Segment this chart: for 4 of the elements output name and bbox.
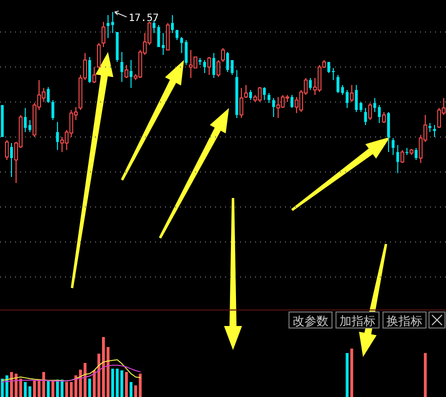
- button: 换指标: [382, 312, 426, 328]
- annotation: 17.57: [128, 13, 159, 24]
- button: 加指标: [336, 312, 380, 328]
- button: 改参数: [288, 312, 332, 328]
